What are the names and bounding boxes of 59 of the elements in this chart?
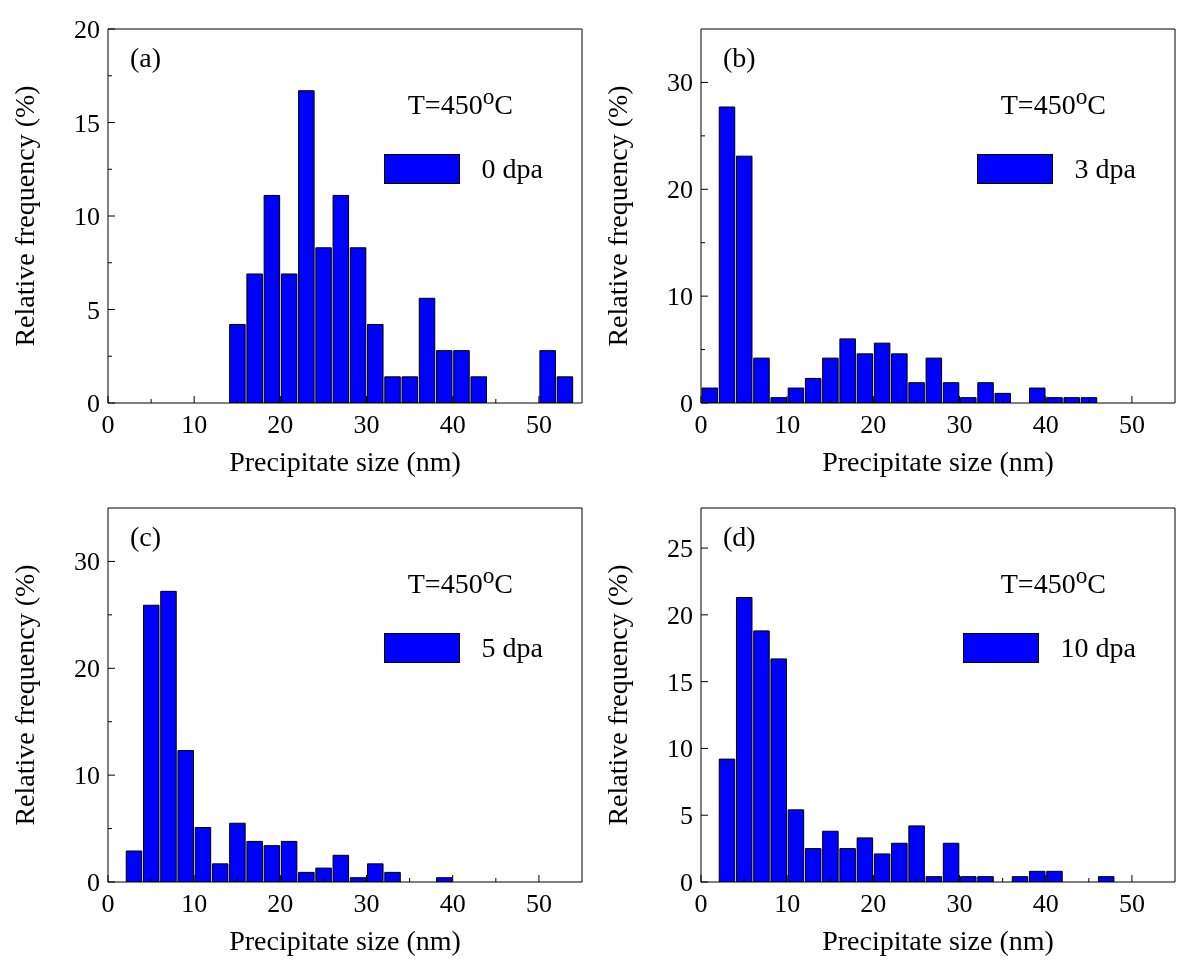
y-axis-title: Relative frequency (%): [601, 85, 633, 347]
y-tick-label: 20: [74, 654, 100, 684]
x-tick-label: 10: [774, 410, 801, 439]
y-tick-label: 20: [667, 175, 693, 205]
y-axis-title: Relative frequency (%): [601, 564, 633, 826]
legend-label: 5 dpa: [481, 632, 543, 664]
y-tick-label: 10: [74, 202, 100, 231]
x-tick-label: 40: [1032, 410, 1059, 439]
y-tick-label: 30: [667, 68, 693, 98]
y-tick-label: 20: [667, 600, 693, 630]
x-tick-label: 50: [1118, 410, 1145, 439]
y-tick-label: 25: [667, 534, 693, 564]
x-tick-label: 30: [946, 410, 973, 439]
annotation: T=450$^{o}$C: [1000, 562, 1106, 601]
x-tick-label: 40: [439, 410, 466, 439]
x-tick-label: 10: [181, 889, 208, 918]
x-axis-title: Precipitate size (nm): [822, 925, 1054, 956]
x-tick-label: 50: [525, 410, 552, 439]
x-tick-label: 10: [774, 889, 801, 918]
y-axis-title: Relative frequency (%): [8, 564, 40, 826]
legend-label: 3 dpa: [1074, 153, 1136, 185]
annotation: T=450$^{o}$C: [1000, 83, 1106, 122]
x-tick-label: 30: [353, 410, 380, 439]
legend-label: 10 dpa: [1060, 632, 1136, 664]
x-tick-label: 20: [267, 410, 294, 439]
y-tick-label: 20: [74, 15, 100, 44]
y-tick-label: 10: [667, 734, 693, 764]
x-axis-title: Precipitate size (nm): [822, 446, 1054, 477]
y-axis-title: Relative frequency (%): [8, 85, 40, 347]
x-tick-label: 50: [525, 889, 552, 918]
y-tick-label: 10: [667, 282, 693, 312]
annotation: (d): [723, 521, 756, 553]
y-tick-label: 15: [667, 667, 693, 697]
annotation: (b): [723, 42, 756, 74]
x-tick-label: 50: [1118, 889, 1145, 918]
annotation: (a): [130, 42, 162, 74]
y-tick-label: 5: [87, 295, 100, 325]
y-tick-label: 10: [74, 761, 100, 791]
y-tick-label: 0: [87, 868, 100, 897]
y-tick-label: 15: [74, 108, 100, 138]
legend-label: 0 dpa: [481, 153, 543, 185]
annotation: T=450$^{o}$C: [407, 83, 513, 122]
x-tick-label: 30: [946, 889, 973, 918]
x-tick-label: 10: [181, 410, 208, 439]
y-tick-label: 0: [680, 868, 693, 897]
x-axis-title: Precipitate size (nm): [229, 925, 461, 956]
y-tick-label: 0: [87, 389, 100, 418]
x-tick-label: 20: [860, 889, 887, 918]
x-tick-label: 30: [353, 889, 380, 918]
y-tick-label: 30: [74, 547, 100, 577]
x-tick-label: 20: [860, 410, 887, 439]
x-axis-title: Precipitate size (nm): [229, 446, 461, 477]
x-tick-label: 40: [439, 889, 466, 918]
annotation: (c): [130, 521, 162, 553]
y-tick-label: 5: [680, 801, 693, 831]
x-tick-label: 40: [1032, 889, 1059, 918]
x-tick-label: 20: [267, 889, 294, 918]
annotation: T=450$^{o}$C: [407, 562, 513, 601]
y-tick-label: 0: [680, 389, 693, 418]
